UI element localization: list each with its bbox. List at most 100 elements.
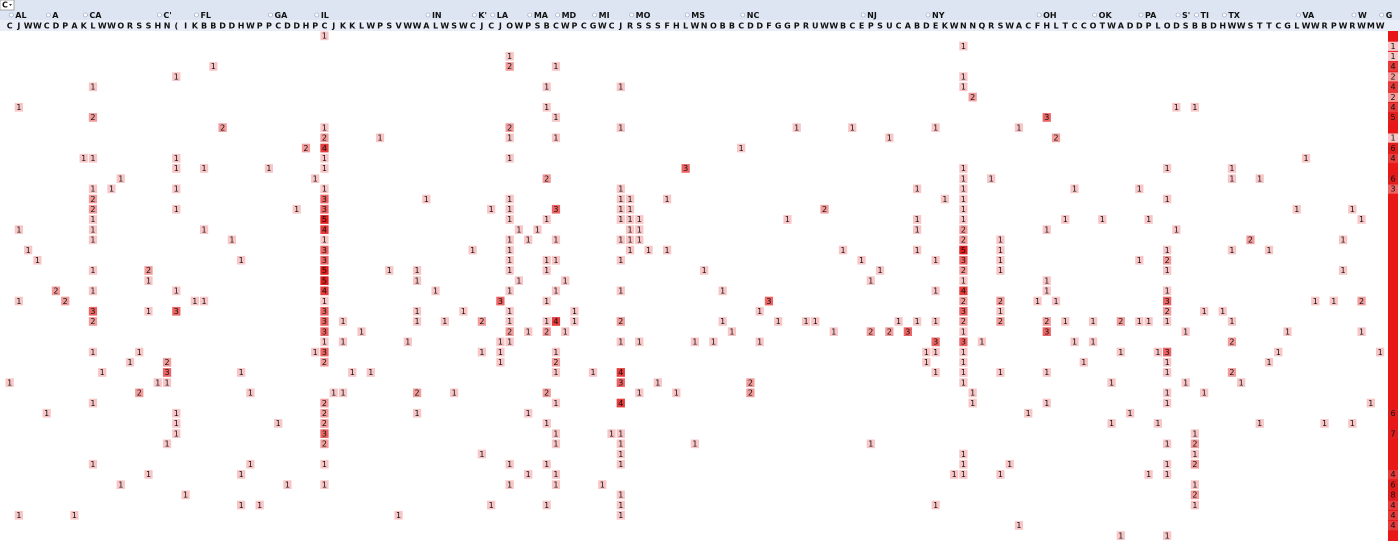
heat-cell bbox=[561, 276, 570, 285]
cell-value: 1 bbox=[553, 480, 558, 489]
total-cell bbox=[1388, 41, 1398, 51]
total-cell bbox=[1388, 521, 1398, 531]
filter-icon[interactable] bbox=[425, 12, 431, 18]
column-letter: L bbox=[1294, 22, 1299, 31]
column-letter: R bbox=[1321, 22, 1327, 31]
filter-icon[interactable] bbox=[1351, 12, 1357, 18]
heat-cell bbox=[505, 306, 514, 316]
filter-icon[interactable] bbox=[629, 12, 634, 18]
cell-value: 1 bbox=[1285, 327, 1290, 336]
heat-cell bbox=[172, 286, 181, 296]
heat-cell bbox=[1163, 286, 1172, 296]
column-letter: G bbox=[784, 22, 791, 31]
cell-value: 2 bbox=[544, 327, 549, 336]
heat-cell bbox=[727, 327, 737, 336]
cell-value: 1 bbox=[1229, 317, 1234, 326]
filter-icon[interactable] bbox=[592, 12, 597, 18]
cell-value: 1 bbox=[998, 256, 1003, 265]
heat-cell bbox=[505, 133, 514, 143]
filter-icon[interactable] bbox=[740, 12, 746, 18]
cell-value: 1 bbox=[915, 215, 920, 224]
filter-icon[interactable] bbox=[925, 12, 931, 18]
heat-cell bbox=[144, 306, 153, 316]
cell-value: 1 bbox=[618, 450, 623, 459]
heat-cell bbox=[820, 204, 829, 214]
corner-dropdown[interactable] bbox=[0, 0, 15, 11]
total-value: 1 bbox=[1390, 134, 1395, 143]
cell-value: 1 bbox=[359, 327, 364, 336]
cell-value: 1 bbox=[1026, 409, 1031, 418]
cell-value: 1 bbox=[433, 287, 438, 296]
filter-icon[interactable] bbox=[1092, 12, 1097, 18]
heat-cell bbox=[1107, 378, 1116, 387]
heat-cell bbox=[1227, 317, 1237, 326]
filter-icon[interactable] bbox=[860, 12, 866, 18]
filter-icon[interactable] bbox=[83, 12, 88, 18]
heat-cell bbox=[1042, 225, 1051, 234]
column-letter: J bbox=[16, 22, 20, 31]
cell-value: 1 bbox=[535, 225, 540, 234]
filter-icon[interactable] bbox=[314, 12, 320, 18]
filter-icon[interactable] bbox=[157, 12, 162, 18]
cell-value: 1 bbox=[933, 123, 938, 132]
state-label: NC bbox=[747, 11, 760, 20]
filter-icon[interactable] bbox=[1036, 12, 1042, 18]
total-cell bbox=[1388, 62, 1398, 72]
column-letter: W bbox=[440, 22, 449, 31]
cell-value: 2 bbox=[998, 317, 1003, 326]
filter-icon[interactable] bbox=[490, 12, 496, 18]
heat-cell bbox=[616, 368, 625, 377]
filter-icon[interactable] bbox=[1296, 12, 1301, 18]
filter-icon[interactable] bbox=[8, 12, 14, 18]
cell-value: 1 bbox=[489, 205, 494, 214]
heat-cell bbox=[1311, 296, 1320, 306]
heat-cell bbox=[625, 245, 635, 255]
filter-icon[interactable] bbox=[1194, 12, 1199, 18]
cell-value: 1 bbox=[239, 368, 244, 377]
cell-value: 1 bbox=[340, 338, 345, 347]
cell-value: 5 bbox=[322, 215, 327, 224]
heat-cell bbox=[1227, 164, 1237, 173]
cell-value: 1 bbox=[202, 225, 207, 234]
filter-icon[interactable] bbox=[555, 12, 560, 18]
cell-value: 1 bbox=[1266, 246, 1271, 255]
filter-icon[interactable] bbox=[268, 12, 273, 18]
heat-cell bbox=[1227, 245, 1237, 255]
heat-cell bbox=[320, 419, 329, 428]
filter-icon[interactable] bbox=[684, 12, 690, 18]
filter-icon[interactable] bbox=[471, 12, 477, 18]
heat-cell bbox=[1283, 327, 1292, 336]
heat-cell bbox=[616, 490, 625, 500]
cell-value: 1 bbox=[322, 236, 327, 245]
column-letter: D bbox=[1136, 22, 1143, 31]
cell-value: 1 bbox=[322, 185, 327, 194]
column-letter: K bbox=[340, 22, 347, 31]
heat-cell bbox=[653, 378, 662, 387]
heat-cell bbox=[320, 439, 329, 449]
column-letter: F bbox=[664, 22, 669, 31]
column-letter: B bbox=[210, 22, 216, 31]
cell-value: 1 bbox=[322, 164, 327, 173]
cell-value: 1 bbox=[970, 389, 975, 398]
filter-icon[interactable] bbox=[1138, 12, 1144, 18]
cell-value: 1 bbox=[924, 348, 929, 357]
cell-value: 1 bbox=[553, 440, 558, 449]
filter-icon[interactable] bbox=[45, 12, 51, 18]
heat-cell bbox=[616, 255, 625, 265]
heat-cell bbox=[199, 164, 209, 173]
filter-icon[interactable] bbox=[1175, 12, 1181, 18]
filter-icon[interactable] bbox=[527, 12, 533, 18]
cell-value: 1 bbox=[831, 327, 836, 336]
filter-icon[interactable] bbox=[1222, 12, 1227, 18]
cell-value: 1 bbox=[590, 368, 595, 377]
column-letter: W bbox=[1107, 22, 1116, 31]
filter-icon[interactable] bbox=[194, 12, 199, 18]
total-value: 6 bbox=[1390, 480, 1395, 489]
cell-value: 1 bbox=[859, 256, 864, 265]
filter-icon[interactable] bbox=[1379, 12, 1385, 18]
heat-cell bbox=[959, 82, 968, 92]
heat-cell bbox=[320, 276, 329, 285]
cell-value: 1 bbox=[618, 205, 623, 214]
heat-cell bbox=[320, 123, 329, 132]
cell-value: 1 bbox=[322, 460, 327, 469]
